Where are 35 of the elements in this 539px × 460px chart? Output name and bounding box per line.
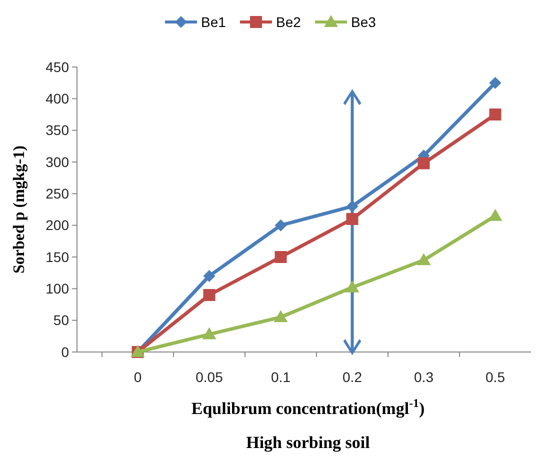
point [274,310,288,322]
x-axis-title: Equlibrum concentration(mgl$^{-1}$) [191,396,425,418]
y-tick-label: 450 [46,58,70,75]
legend-label: Be1 [201,14,226,30]
x-tick-label: 0.1 [271,369,291,385]
point [416,253,431,266]
x-tick-label: 0 [134,369,142,385]
y-tick-label: 100 [46,280,70,297]
x-tick-label: 0.05 [196,369,224,385]
point [274,219,287,232]
legend-label: Be2 [276,14,302,30]
y-axis-title: Sorbed p (mgkg-1) [11,145,28,274]
legend-label: Be3 [351,14,376,30]
x-tick-label: 0.3 [414,369,434,385]
y-tick-label: 400 [46,90,70,107]
y-tick-label: 200 [46,217,70,234]
point [203,289,216,301]
point [418,157,430,170]
y-tick-label: 150 [46,248,70,265]
point [346,213,358,225]
x-tick-label: 0.2 [342,369,362,385]
y-tick-label: 350 [46,122,70,138]
y-tick-label: 250 [46,186,70,202]
y-tick-label: 300 [46,154,70,170]
point [489,108,502,120]
y-tick-label: 0 [61,344,70,360]
text: High sorbing soil [246,433,370,452]
y-tick-label: 50 [53,312,70,328]
x-tick-label: 0.5 [486,369,506,385]
point [202,327,216,340]
point [489,76,502,89]
point [346,200,358,212]
point [274,251,287,263]
point [203,270,216,282]
point [345,280,360,292]
